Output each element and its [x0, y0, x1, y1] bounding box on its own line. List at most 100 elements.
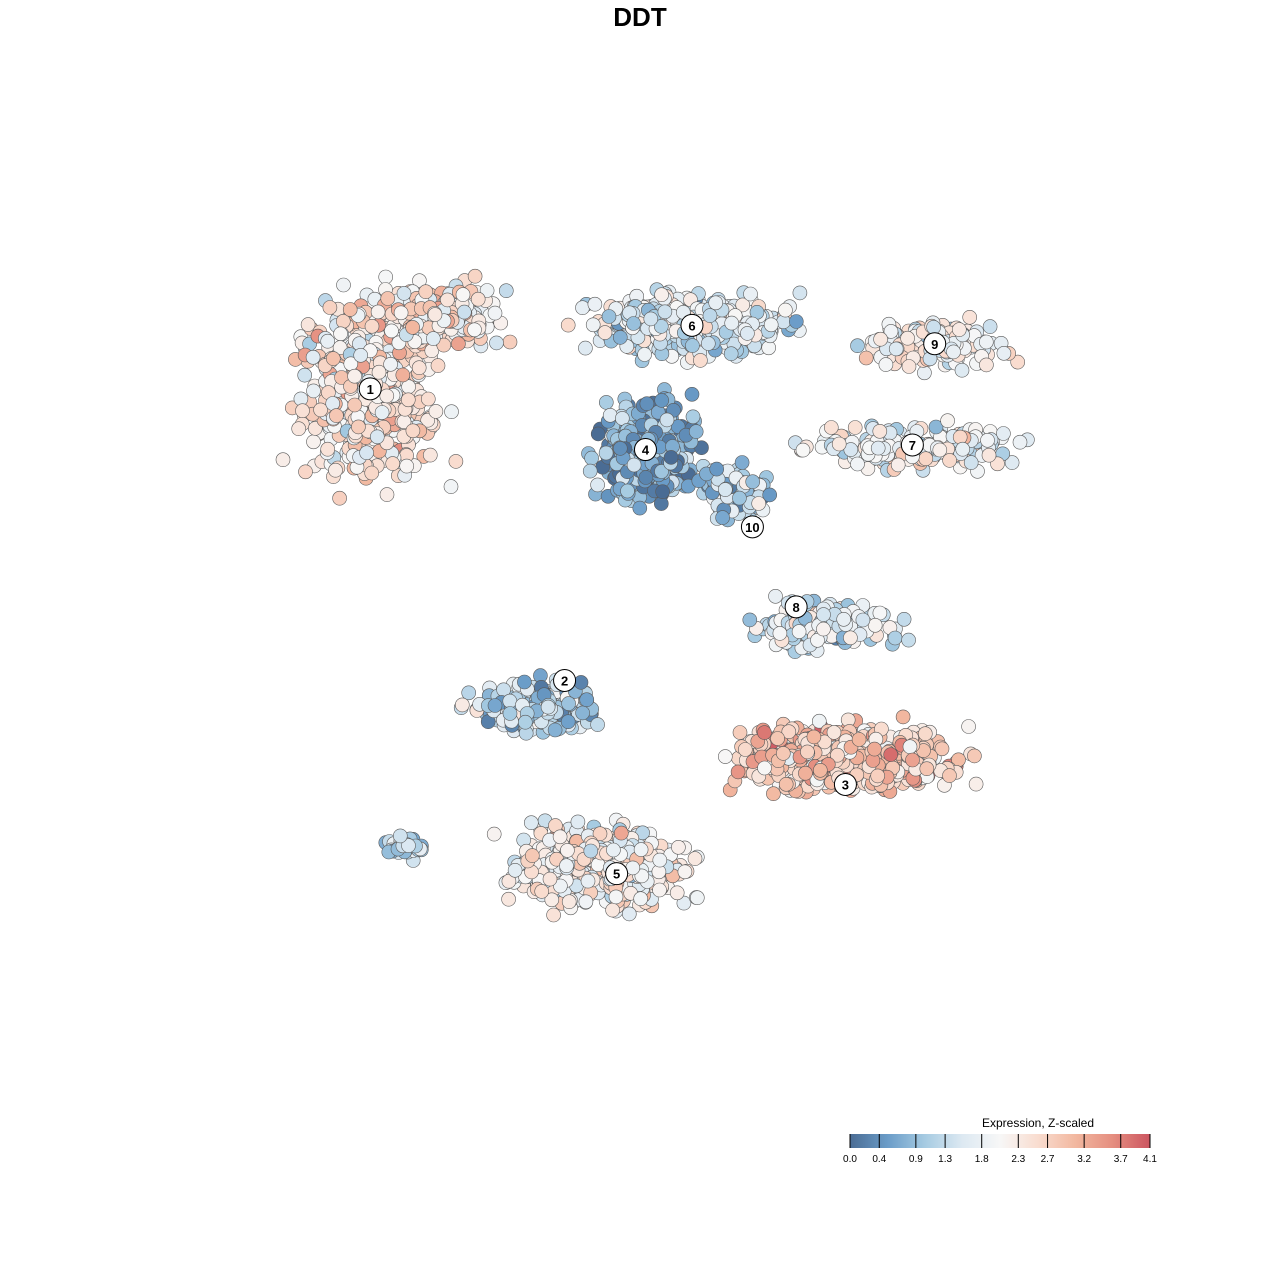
data-point	[379, 388, 395, 404]
data-point	[812, 762, 828, 778]
data-point	[374, 405, 390, 420]
cluster-label-text: 3	[842, 777, 849, 792]
data-point	[632, 500, 648, 516]
data-point	[961, 719, 976, 734]
data-point	[425, 331, 441, 346]
data-point	[637, 347, 652, 362]
data-point	[836, 611, 852, 627]
data-point	[613, 825, 629, 841]
data-point	[816, 621, 831, 637]
data-point	[772, 626, 788, 641]
data-point	[590, 717, 605, 732]
data-point	[467, 268, 483, 284]
data-point	[850, 338, 865, 354]
data-point	[570, 814, 586, 830]
data-point	[732, 725, 748, 740]
data-point	[831, 436, 847, 452]
cluster-label-5: 5	[605, 862, 629, 886]
data-point	[715, 510, 730, 525]
data-point	[370, 304, 386, 320]
colorbar-tick-label: 3.7	[1113, 1154, 1128, 1165]
data-point	[734, 455, 750, 470]
data-point	[757, 725, 772, 740]
data-point	[455, 287, 471, 302]
data-point	[325, 351, 341, 366]
data-point	[560, 317, 576, 333]
data-point	[300, 317, 316, 332]
data-point	[430, 358, 446, 373]
data-point	[479, 283, 495, 298]
data-point	[919, 761, 935, 777]
cluster-label-7: 7	[900, 433, 924, 457]
data-point	[743, 286, 758, 302]
colorbar-tick-label: 0.9	[908, 1154, 923, 1165]
data-point	[467, 322, 482, 338]
data-point	[633, 891, 649, 907]
data-point	[517, 674, 532, 690]
chart-title: DDT	[613, 2, 667, 32]
data-point	[384, 323, 399, 339]
data-point	[405, 320, 420, 335]
data-point	[351, 419, 366, 435]
colorbar-tick-label: 0.4	[872, 1154, 887, 1165]
data-point	[451, 336, 466, 352]
data-point	[297, 367, 313, 383]
data-point	[757, 760, 772, 776]
data-point	[902, 739, 918, 755]
data-point	[444, 404, 459, 420]
data-point	[792, 285, 808, 301]
data-point	[918, 451, 934, 467]
data-point	[399, 458, 415, 474]
data-point	[963, 455, 979, 470]
data-point	[578, 894, 594, 910]
legend-title: Expression, Z-scaled	[981, 1116, 1095, 1130]
data-point	[962, 309, 978, 325]
data-point	[917, 365, 932, 381]
data-point	[693, 353, 708, 368]
data-point	[524, 848, 540, 863]
data-point	[412, 273, 427, 289]
data-point	[626, 457, 642, 473]
data-point	[872, 605, 888, 621]
data-point	[867, 617, 883, 633]
data-point	[347, 397, 363, 413]
cluster-label-text: 9	[931, 337, 938, 352]
data-point	[751, 496, 767, 511]
data-point	[895, 709, 911, 725]
data-point	[608, 889, 624, 905]
data-point	[702, 308, 718, 323]
data-point	[573, 675, 589, 690]
data-point	[461, 685, 477, 701]
data-point	[561, 696, 576, 711]
legend-colorbar	[849, 1134, 1151, 1148]
data-point	[778, 302, 793, 318]
data-point	[851, 732, 867, 747]
data-point	[768, 588, 783, 604]
data-point	[775, 746, 791, 761]
data-point	[798, 765, 813, 781]
data-point	[427, 307, 443, 322]
data-point	[411, 360, 427, 376]
data-point	[612, 441, 628, 456]
cluster-label-4: 4	[633, 438, 657, 462]
data-point	[575, 300, 590, 316]
data-point	[643, 311, 659, 327]
data-point	[996, 345, 1012, 361]
cluster-label-text: 1	[367, 382, 374, 397]
data-point	[724, 315, 740, 331]
data-point	[313, 402, 328, 418]
data-point	[364, 318, 380, 334]
data-point	[578, 340, 593, 356]
data-point	[955, 441, 971, 457]
data-point	[823, 420, 839, 435]
data-point	[873, 331, 888, 347]
data-point	[952, 429, 968, 445]
colorbar-tick-label: 3.2	[1077, 1154, 1092, 1165]
data-point	[655, 484, 670, 500]
data-point	[940, 413, 955, 429]
data-point	[980, 432, 995, 448]
data-point	[687, 851, 703, 866]
data-point	[291, 421, 307, 437]
data-point	[353, 347, 369, 363]
